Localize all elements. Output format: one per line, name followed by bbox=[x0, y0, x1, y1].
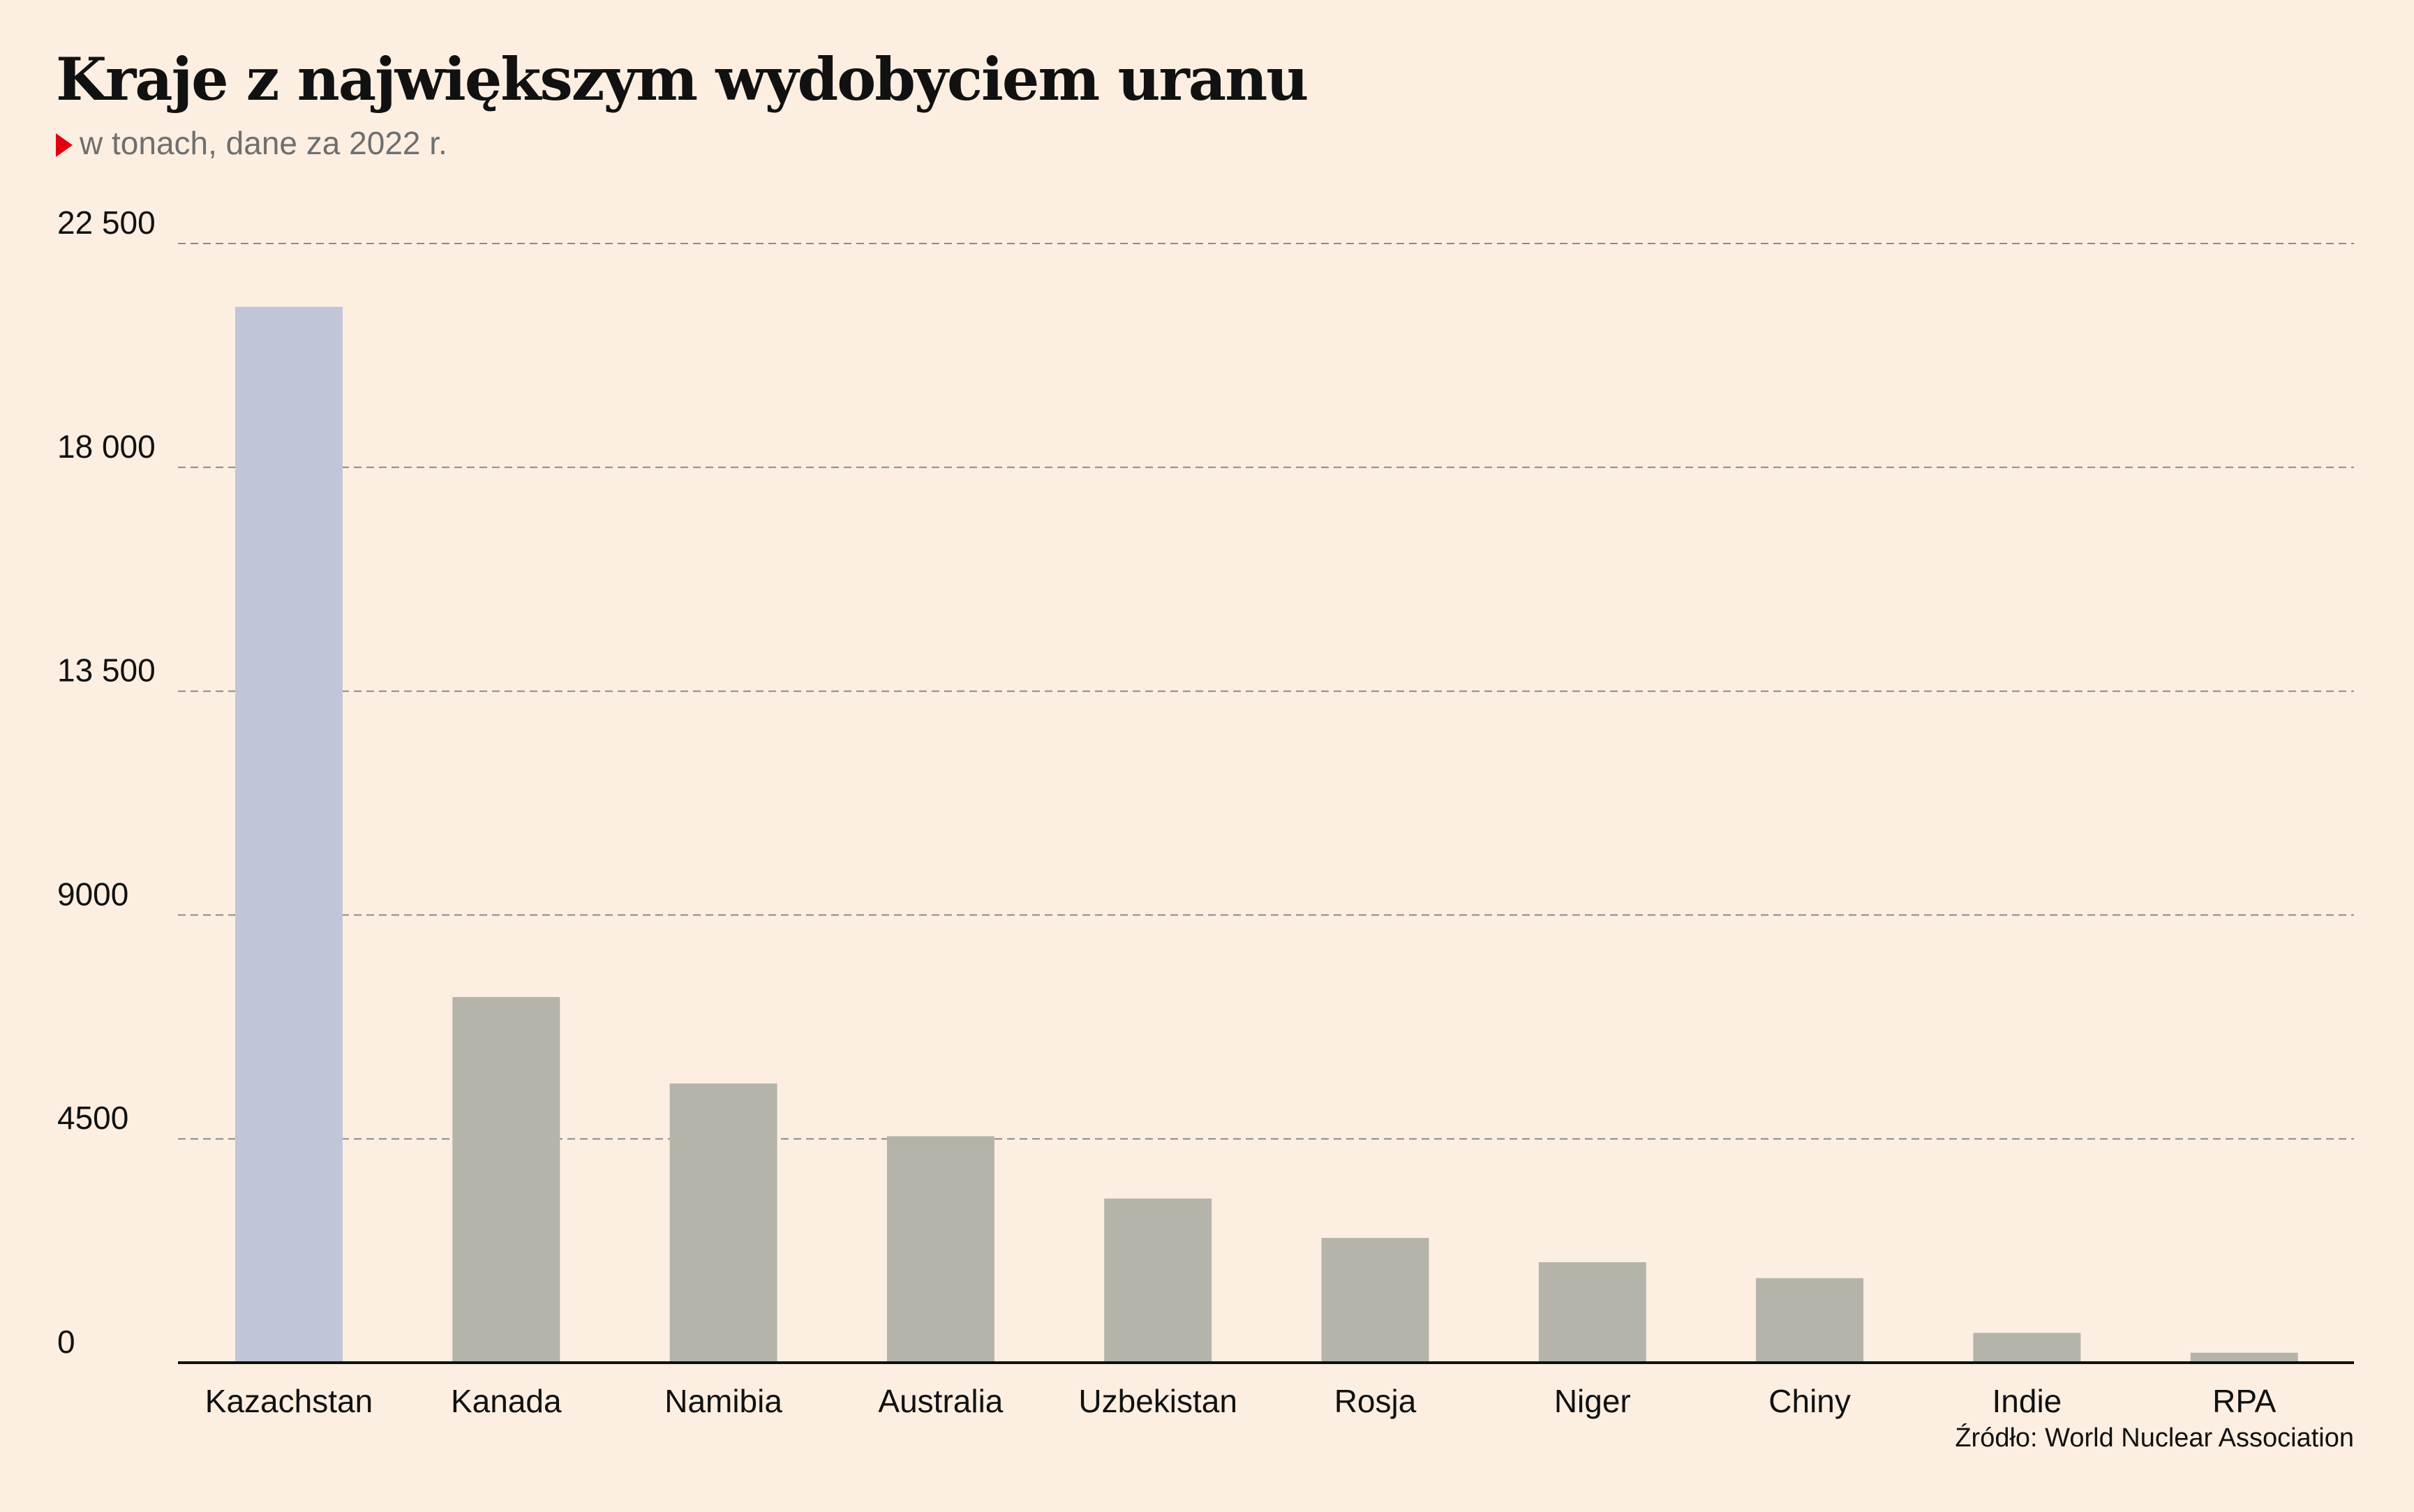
y-tick-label: 18 000 bbox=[57, 428, 156, 465]
bars bbox=[235, 306, 2298, 1363]
bar-australia bbox=[886, 1136, 994, 1363]
gridlines bbox=[178, 243, 2354, 1140]
chart-title: Kraje z największym wydobyciem uranu bbox=[56, 45, 1309, 114]
x-tick-label: Rosja bbox=[1334, 1383, 1417, 1419]
x-axis-tick-labels: Kazachstan Kanada Namibia Australia Uzbekist… bbox=[205, 1383, 2277, 1419]
subtitle-text: w tonach, dane za 2022 r. bbox=[80, 125, 447, 161]
source-note: Źródło: World Nuclear Association bbox=[1955, 1423, 2354, 1453]
y-tick-label: 4500 bbox=[57, 1100, 128, 1136]
x-tick-label: Uzbekistan bbox=[1078, 1383, 1237, 1419]
x-tick-label: Australia bbox=[878, 1383, 1003, 1419]
y-tick-label: 0 bbox=[57, 1324, 75, 1360]
bar-chiny bbox=[1756, 1278, 1864, 1363]
y-axis-tick-labels: 0 4500 9000 13 500 18 000 22 500 bbox=[57, 204, 156, 1360]
bar-niger bbox=[1538, 1262, 1646, 1363]
x-tick-label: Indie bbox=[1992, 1383, 2062, 1419]
x-tick-label: RPA bbox=[2212, 1383, 2276, 1419]
x-tick-label: Niger bbox=[1554, 1383, 1631, 1419]
x-tick-label: Chiny bbox=[1768, 1383, 1851, 1419]
bar-indie bbox=[1973, 1333, 2081, 1363]
y-tick-label: 22 500 bbox=[57, 204, 156, 241]
y-tick-label: 9000 bbox=[57, 876, 128, 912]
bar-uzbekistan bbox=[1104, 1198, 1212, 1363]
bar-kanada bbox=[452, 996, 560, 1363]
bar-rosja bbox=[1321, 1238, 1429, 1363]
bar-rpa bbox=[2190, 1352, 2298, 1363]
x-tick-label: Kanada bbox=[451, 1383, 562, 1419]
x-tick-label: Namibia bbox=[664, 1383, 782, 1419]
red-triangle-icon bbox=[56, 133, 73, 157]
chart-subtitle: w tonach, dane za 2022 r. bbox=[56, 124, 447, 163]
bar-kazachstan bbox=[235, 306, 343, 1363]
x-tick-label: Kazachstan bbox=[205, 1383, 373, 1419]
bar-namibia bbox=[669, 1083, 777, 1363]
y-tick-label: 13 500 bbox=[57, 652, 156, 689]
